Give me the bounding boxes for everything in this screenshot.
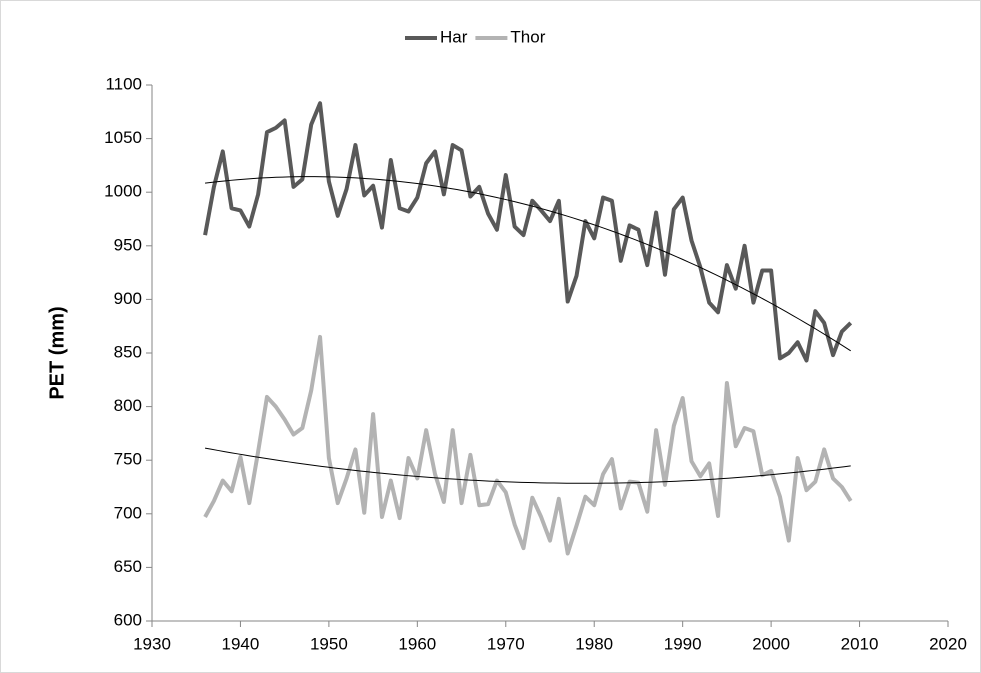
y-tick-label: 800 [114,396,142,415]
x-tick-label: 1940 [222,634,260,653]
x-tick-label: 1970 [487,634,525,653]
x-tick-label: 1960 [398,634,436,653]
y-tick-label: 950 [114,235,142,254]
x-tick-label: 1990 [664,634,702,653]
x-tick-label: 1930 [133,634,171,653]
y-tick-label: 900 [114,289,142,308]
legend-label: Thor [510,27,545,46]
y-axis-label: PET (mm) [46,306,68,399]
y-tick-label: 1000 [104,182,142,201]
x-tick-label: 2010 [841,634,879,653]
y-tick-label: 1050 [104,128,142,147]
y-tick-label: 700 [114,503,142,522]
y-tick-label: 1100 [105,74,142,93]
y-tick-label: 850 [114,342,142,361]
x-tick-label: 1980 [575,634,613,653]
line-series [203,101,853,363]
x-tick-label: 2000 [752,634,790,653]
x-tick-label: 2020 [929,634,967,653]
x-tick-label: 1950 [310,634,348,653]
trendline [205,176,851,352]
legend-label: Har [440,27,468,46]
trendline [204,447,851,484]
line-series [203,334,853,556]
y-tick-label: 650 [114,557,142,576]
y-tick-label: 750 [114,450,142,469]
y-tick-label: 600 [114,610,142,629]
